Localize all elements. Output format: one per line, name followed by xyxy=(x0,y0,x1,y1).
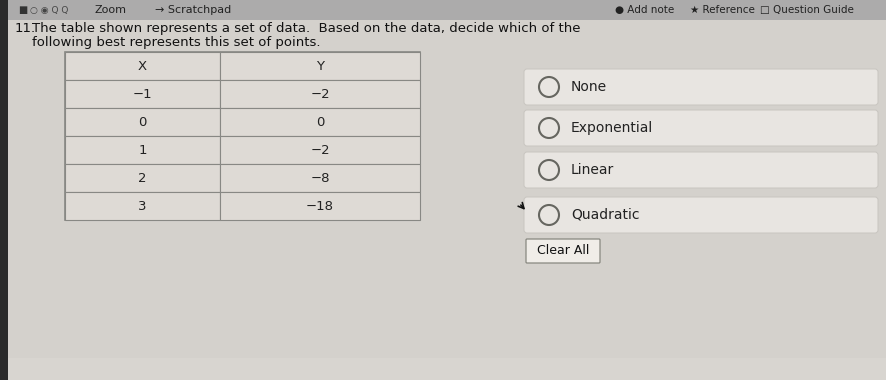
Bar xyxy=(220,108,420,136)
Text: → Scratchpad: → Scratchpad xyxy=(155,5,231,15)
FancyBboxPatch shape xyxy=(524,110,877,146)
Bar xyxy=(65,136,220,164)
Text: 1: 1 xyxy=(138,144,146,157)
Text: Linear: Linear xyxy=(571,163,614,177)
Bar xyxy=(65,164,220,192)
Bar xyxy=(65,108,220,136)
Bar xyxy=(220,192,420,220)
Text: −18: −18 xyxy=(306,200,334,212)
FancyBboxPatch shape xyxy=(524,197,877,233)
Text: −8: −8 xyxy=(310,171,330,185)
Text: −2: −2 xyxy=(310,87,330,100)
Bar xyxy=(220,164,420,192)
Bar xyxy=(65,192,220,220)
Text: Exponential: Exponential xyxy=(571,121,652,135)
Text: −1: −1 xyxy=(133,87,152,100)
Bar xyxy=(0,0,886,20)
Text: None: None xyxy=(571,80,606,94)
FancyBboxPatch shape xyxy=(524,69,877,105)
Text: X: X xyxy=(138,60,147,73)
Text: ● Add note: ● Add note xyxy=(614,5,673,15)
FancyBboxPatch shape xyxy=(525,239,599,263)
Text: □ Question Guide: □ Question Guide xyxy=(759,5,853,15)
FancyBboxPatch shape xyxy=(524,152,877,188)
Text: 11.: 11. xyxy=(15,22,36,35)
Text: ■: ■ xyxy=(18,5,27,15)
Text: −2: −2 xyxy=(310,144,330,157)
Text: 3: 3 xyxy=(138,200,146,212)
Text: 0: 0 xyxy=(315,116,323,128)
Bar xyxy=(65,52,220,80)
Text: Y: Y xyxy=(315,60,323,73)
Text: ○ ◉ Q Q: ○ ◉ Q Q xyxy=(30,5,68,14)
Bar xyxy=(220,136,420,164)
Text: 0: 0 xyxy=(138,116,146,128)
Bar xyxy=(0,0,8,380)
Bar xyxy=(220,52,420,80)
Text: The table shown represents a set of data.  Based on the data, decide which of th: The table shown represents a set of data… xyxy=(32,22,579,35)
Text: 2: 2 xyxy=(138,171,146,185)
Bar xyxy=(220,80,420,108)
Text: Clear All: Clear All xyxy=(536,244,588,258)
Text: Zoom: Zoom xyxy=(95,5,127,15)
Text: ★ Reference: ★ Reference xyxy=(689,5,754,15)
Bar xyxy=(65,80,220,108)
Text: following best represents this set of points.: following best represents this set of po… xyxy=(32,36,320,49)
Text: Quadratic: Quadratic xyxy=(571,208,639,222)
Bar xyxy=(65,52,420,220)
